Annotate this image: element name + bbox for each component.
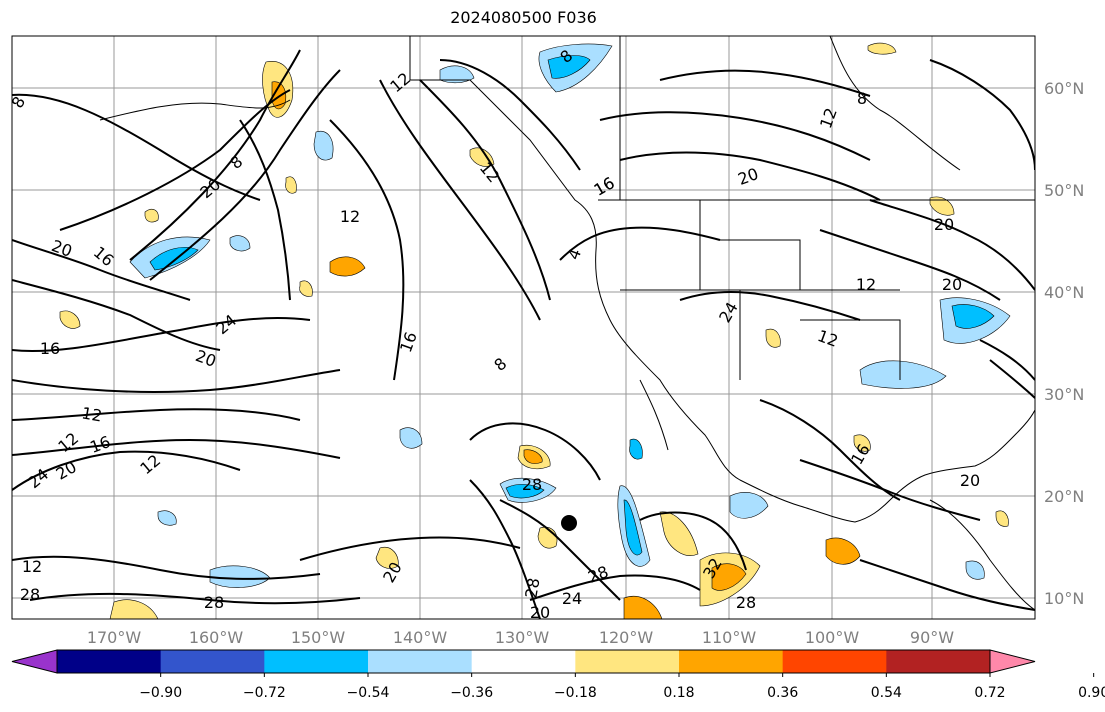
colorbar-segment [886, 650, 991, 673]
longitude-label: 100°W [805, 628, 860, 647]
contour-label: 20 [530, 603, 550, 622]
colorbar-segment [679, 650, 784, 673]
longitude-label: 150°W [291, 628, 346, 647]
colorbar-segment [264, 650, 369, 673]
colorbar: −0.90 −0.72 −0.54 −0.36 −0.18 0.18 0.36 0.54 0.7… [11, 649, 1105, 701]
longitude-label: 130°W [495, 628, 550, 647]
colorbar-tick-label: −0.36 [450, 685, 493, 701]
colorbar-segment [160, 650, 265, 673]
longitude-label: 140°W [393, 628, 448, 647]
storm-center-marker [561, 515, 577, 531]
colorbar-tick-label: 0.72 [974, 685, 1005, 701]
colorbar-tick-label: −0.18 [554, 685, 597, 701]
contour-label: 20 [960, 471, 980, 490]
contour-label: 16 [40, 339, 60, 358]
colorbar-extend-min [11, 649, 58, 674]
colorbar-segment [471, 650, 576, 673]
contour-label: 12 [340, 207, 360, 226]
latitude-label: 10°N [1044, 589, 1084, 608]
map-area [12, 36, 1035, 619]
colorbar-tick-label: −0.54 [347, 685, 390, 701]
colorbar-tick-label: 0.90 [1078, 685, 1105, 701]
contour-label: 28 [204, 593, 224, 612]
colorbar-tick-label: −0.72 [243, 685, 286, 701]
contour-label: 28 [736, 593, 756, 612]
longitude-label: 170°W [87, 628, 142, 647]
colorbar-tick-label: 0.54 [871, 685, 902, 701]
colorbar-segment [57, 650, 162, 673]
colorbar-tick-label: 0.18 [663, 685, 694, 701]
latitude-label: 30°N [1044, 385, 1084, 404]
colorbar-tick-label: −0.90 [139, 685, 182, 701]
colorbar-segment [575, 650, 680, 673]
map-border [11, 35, 1036, 620]
contour-label: 20 [934, 215, 954, 234]
colorbar-tick-label: 0.36 [767, 685, 798, 701]
contour-lines [12, 49, 1035, 619]
contour-label: 28 [20, 585, 40, 604]
colorbar-frame [56, 649, 991, 674]
contour-label: 20 [942, 275, 962, 294]
map-title: 2024080500 F036 [450, 8, 597, 27]
longitude-label: 90°W [910, 628, 954, 647]
latitude-label: 50°N [1044, 181, 1084, 200]
contour-label: 28 [521, 576, 543, 599]
contour-label: 8 [857, 89, 867, 108]
colorbar-segment [368, 650, 473, 673]
coastlines [99, 36, 1035, 611]
latitude-label: 20°N [1044, 487, 1084, 506]
latitude-label: 60°N [1044, 79, 1084, 98]
colorbar-segment [782, 650, 887, 673]
longitude-label: 160°W [189, 628, 244, 647]
contour-label: 12 [22, 557, 42, 576]
latitude-labels: 60°N 50°N 40°N 30°N 20°N 10°N [1044, 79, 1084, 608]
longitude-label: 110°W [702, 628, 757, 647]
contour-label: 24 [562, 589, 582, 608]
contour-label: 12 [80, 403, 103, 425]
contour-label: 12 [856, 275, 876, 294]
colorbar-extend-max [989, 649, 1036, 674]
longitude-labels: 170°W 160°W 150°W 140°W 130°W 120°W 110°W 100°W… [87, 628, 954, 647]
latitude-label: 40°N [1044, 283, 1084, 302]
graticule [12, 36, 1035, 619]
contour-label: 28 [522, 475, 542, 494]
longitude-label: 120°W [599, 628, 654, 647]
